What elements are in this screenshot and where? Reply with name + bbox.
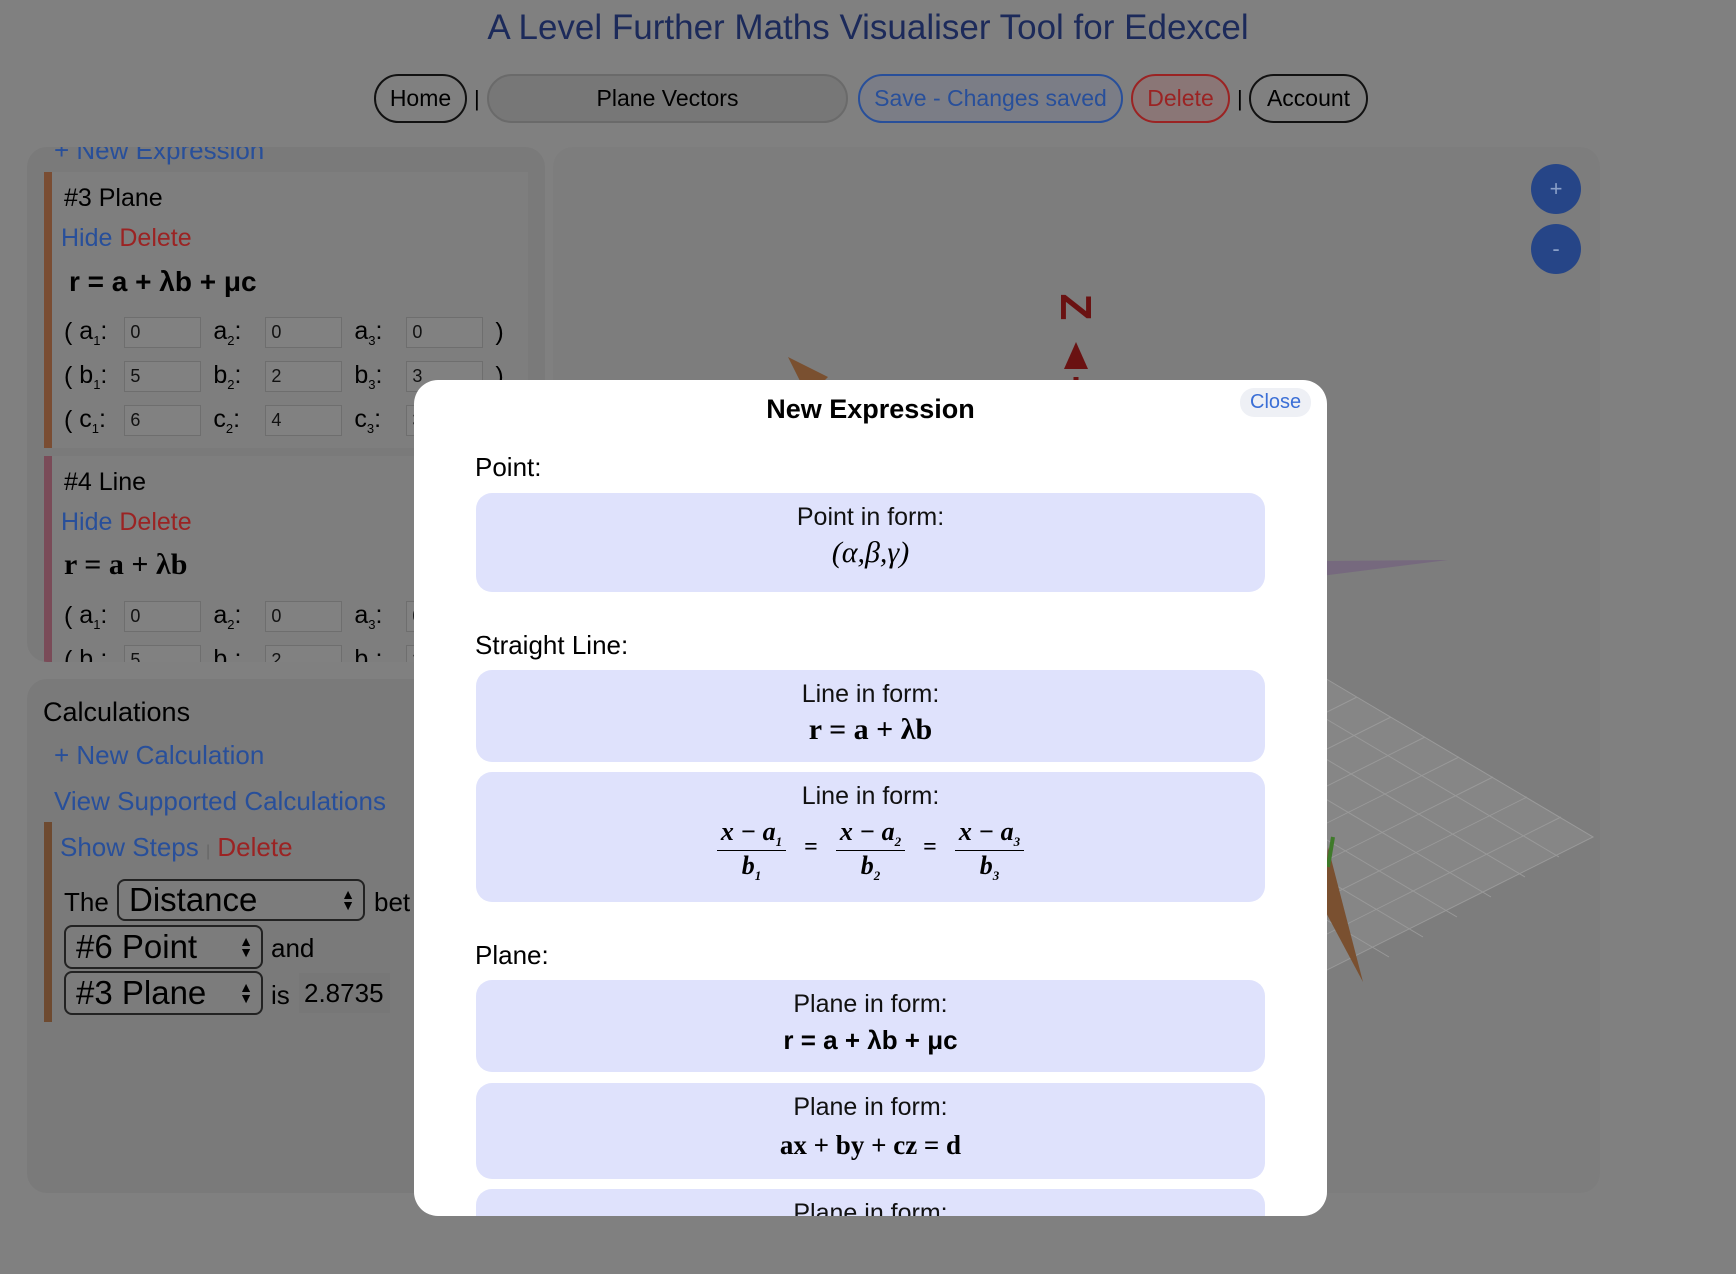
- straight-line-heading: Straight Line:: [475, 630, 629, 660]
- plane-vector-form-card[interactable]: Plane in form: r = a + λb + μc: [476, 980, 1265, 1072]
- calculations-title: Calculations: [43, 697, 191, 727]
- page-title: A Level Further Maths Visualiser Tool fo…: [487, 8, 1249, 47]
- card-formula: r = a + λb + μc: [783, 1025, 958, 1055]
- calculation-result: 2.8735: [299, 973, 390, 1013]
- a3-input[interactable]: [406, 316, 484, 348]
- card-formula: r = a + λb: [808, 713, 933, 746]
- close-button[interactable]: Close: [1240, 388, 1312, 417]
- calculation-item: Show Steps | Delete The Distance ▲ ▼ bet #…: [44, 822, 524, 1022]
- hide-link[interactable]: Hide: [61, 224, 113, 252]
- separator: |: [205, 843, 211, 860]
- z-axis-arrow-icon: [1064, 342, 1088, 369]
- updown-arrow-icon: ▲ ▼: [341, 886, 355, 913]
- second-object-select[interactable]: #3 Plane ▲ ▼: [64, 971, 263, 1015]
- view-supported-calculations-link[interactable]: View Supported Calculations: [54, 786, 386, 816]
- expression-formula: r = a + λb: [64, 548, 188, 581]
- delete-calculation-link[interactable]: Delete: [217, 832, 293, 862]
- b2-input[interactable]: [265, 360, 343, 392]
- delete-project-button[interactable]: Delete: [1131, 74, 1230, 123]
- show-steps-link[interactable]: Show Steps: [60, 832, 199, 862]
- home-button[interactable]: Home: [374, 74, 467, 123]
- modal-title: New Expression: [766, 394, 975, 424]
- zoom-out-button[interactable]: -: [1531, 224, 1581, 274]
- line-cartesian-form-card[interactable]: Line in form: x − a1 b1 = x − a2 b2 = x − …: [476, 772, 1265, 902]
- zoom-in-button[interactable]: +: [1531, 164, 1581, 214]
- point-form-card[interactable]: Point in form: (α,β,γ): [476, 493, 1265, 592]
- is-label: is: [271, 980, 290, 1010]
- plane-other-form-card[interactable]: Plane in form:: [476, 1189, 1265, 1216]
- nav-separator: |: [474, 86, 480, 111]
- c2-input[interactable]: [265, 404, 343, 436]
- a2-input[interactable]: [265, 600, 343, 632]
- line-vector-form-card[interactable]: Line in form: r = a + λb: [476, 670, 1265, 762]
- delete-link[interactable]: Delete: [119, 508, 192, 536]
- z-axis-label: Z: [1051, 294, 1100, 321]
- y-axis: [1326, 836, 1335, 868]
- plane-heading: Plane:: [475, 940, 549, 970]
- a2-input[interactable]: [265, 316, 343, 348]
- calculation-type-select[interactable]: Distance ▲ ▼: [117, 879, 365, 921]
- card-formula: (α,β,γ): [831, 536, 910, 569]
- vector-a-row: ( a1:a2:a3:): [64, 315, 504, 349]
- new-expression-link[interactable]: + New Expression: [54, 147, 265, 165]
- orange-plane-bottom: [1323, 847, 1363, 982]
- new-expression-modal: New Expression Close Point: Point in for…: [414, 380, 1327, 1216]
- expression-color-bar: [44, 172, 52, 448]
- card-formula: x − a1 b1 = x − a2 b2 = x − a3 b3: [476, 817, 1265, 884]
- card-caption: Plane in form:: [793, 990, 948, 1018]
- expression-title: #3 Plane: [64, 184, 163, 212]
- selected-value: Distance: [129, 881, 258, 918]
- b1-input[interactable]: [124, 360, 202, 392]
- the-label: The: [64, 887, 109, 917]
- plane-cartesian-form-card[interactable]: Plane in form: ax + by + cz = d: [476, 1083, 1265, 1179]
- project-name-field[interactable]: Plane Vectors: [487, 74, 848, 123]
- expression-title: #4 Line: [64, 468, 147, 496]
- expression-formula: r = a + λb + μc: [69, 266, 257, 297]
- hide-link[interactable]: Hide: [61, 508, 113, 536]
- first-object-select[interactable]: #6 Point ▲ ▼: [64, 925, 263, 969]
- between-label: bet: [374, 887, 411, 917]
- a1-input[interactable]: [124, 316, 202, 348]
- selected-value: #3 Plane: [76, 974, 207, 1011]
- card-caption: Point in form:: [796, 503, 945, 531]
- save-button[interactable]: Save - Changes saved: [858, 74, 1123, 123]
- point-heading: Point:: [475, 452, 542, 482]
- nav-separator: |: [1237, 86, 1243, 111]
- delete-link[interactable]: Delete: [119, 224, 192, 252]
- card-caption: Plane in form:: [793, 1199, 948, 1216]
- card-caption: Line in form:: [801, 782, 940, 810]
- b2-input[interactable]: [265, 644, 343, 662]
- selected-value: #6 Point: [76, 928, 198, 965]
- card-formula: ax + by + cz = d: [779, 1130, 962, 1160]
- b1-input[interactable]: [124, 644, 202, 662]
- card-caption: Plane in form:: [793, 1093, 948, 1121]
- calculation-color-bar: [44, 822, 52, 1022]
- and-label: and: [271, 933, 315, 963]
- new-calculation-link[interactable]: + New Calculation: [54, 740, 265, 770]
- expression-color-bar: [44, 456, 52, 662]
- card-caption: Line in form:: [801, 680, 940, 708]
- a1-input[interactable]: [124, 600, 202, 632]
- account-button[interactable]: Account: [1249, 74, 1368, 123]
- updown-arrow-icon: ▲ ▼: [239, 979, 253, 1006]
- updown-arrow-icon: ▲ ▼: [239, 933, 253, 960]
- c1-input[interactable]: [124, 404, 202, 436]
